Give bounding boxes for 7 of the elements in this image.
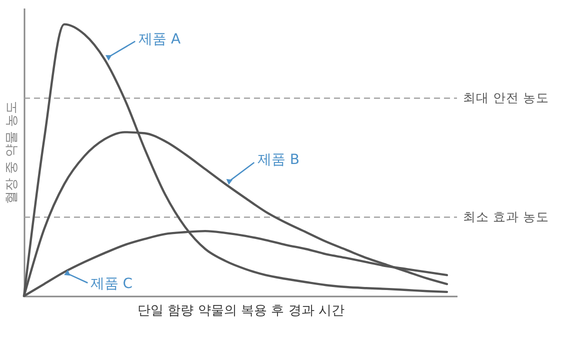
series-label: 제품 C xyxy=(90,276,133,292)
text: 제품 B xyxy=(257,152,300,168)
y-axis-title: 혈장 중 약물 농도 xyxy=(4,100,20,204)
x-axis-title: 단일 함량 약물의 복용 후 경과 시간 xyxy=(138,304,344,318)
ref-line-label: 최소 효과 농도 xyxy=(463,209,549,224)
text: 제품 A xyxy=(138,31,182,48)
ref-line-label: 최대 안전 농도 xyxy=(463,90,549,106)
